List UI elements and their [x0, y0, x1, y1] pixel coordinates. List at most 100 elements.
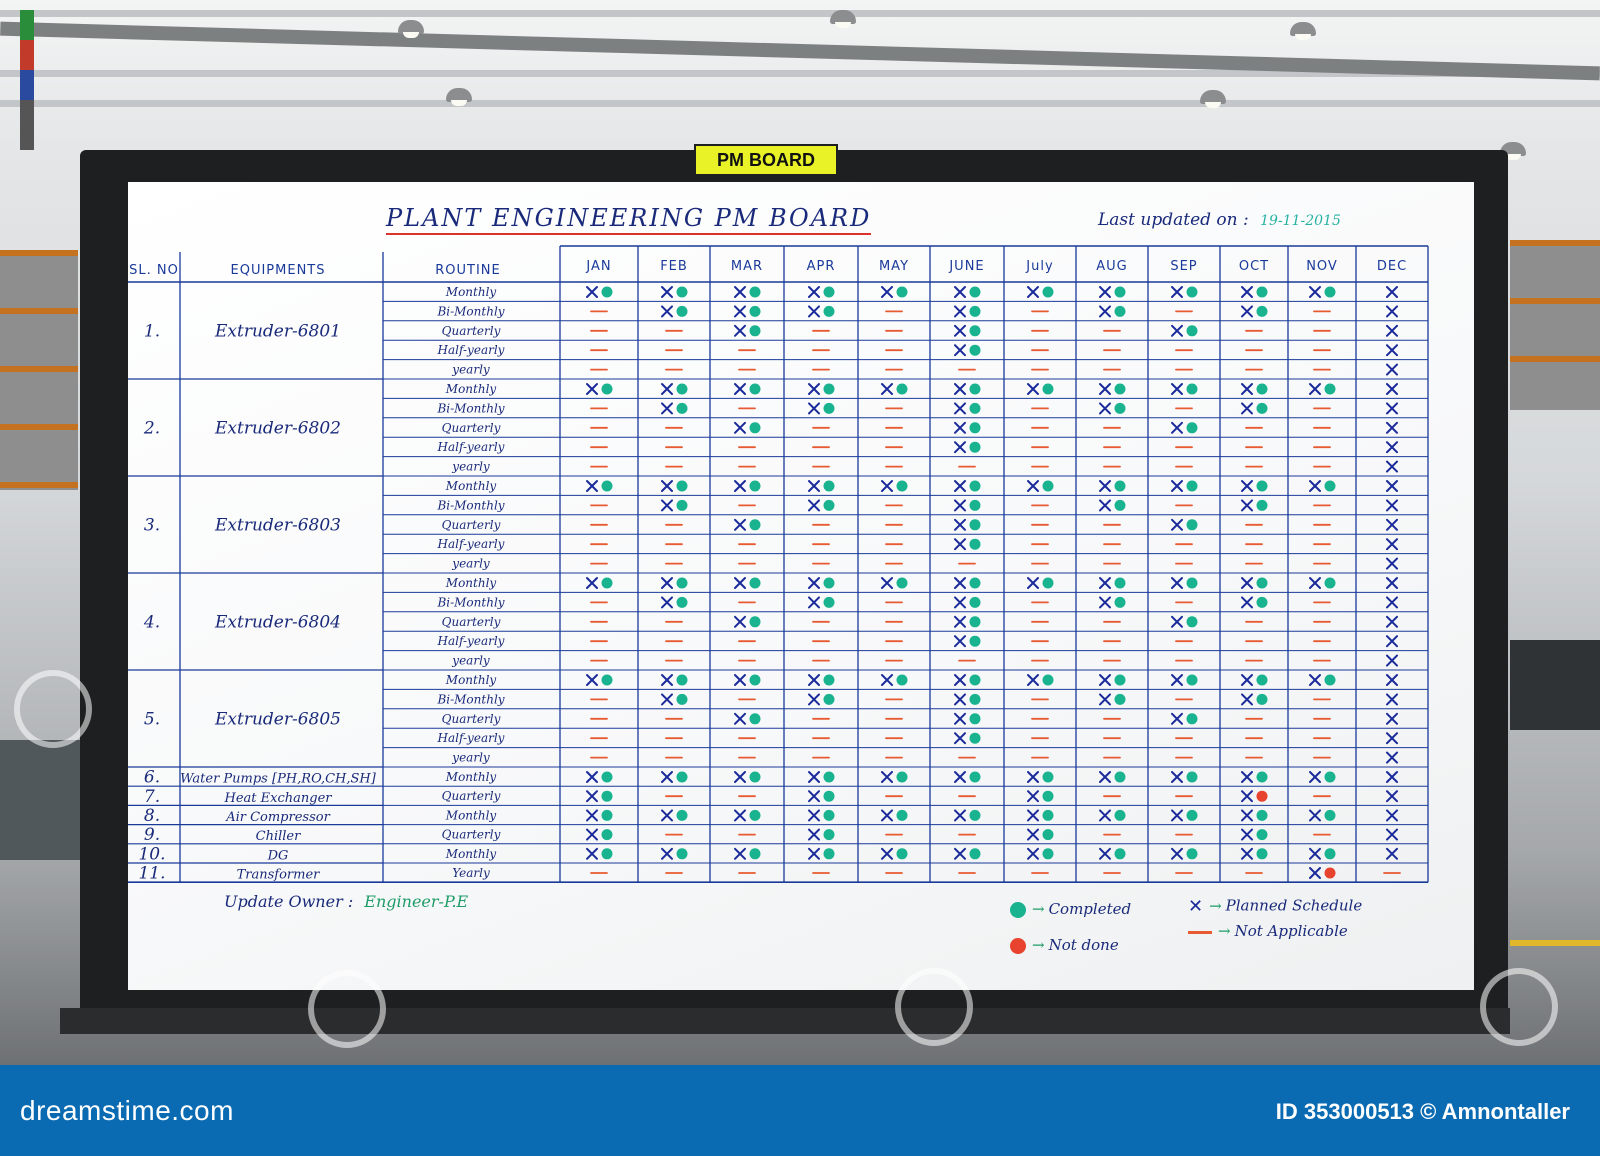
legend-not-applicable: → Not Applicable [1188, 922, 1348, 940]
planned-x-mark [586, 771, 598, 783]
routine-label: Bi-Monthly [436, 304, 504, 318]
planned-x-mark [1309, 480, 1321, 492]
planned-x-mark [808, 790, 820, 803]
planned-x-mark [1241, 847, 1253, 860]
planned-x-mark [1027, 790, 1039, 803]
equipment-name: Extruder-6804 [214, 613, 341, 633]
completed-dot [749, 519, 761, 531]
planned-x-mark [1171, 383, 1183, 395]
completed-dot-icon [1010, 902, 1026, 918]
whiteboard: PLANT ENGINEERING PM BOARD Last updated … [128, 182, 1474, 990]
routine-label: Bi-Monthly [436, 595, 504, 609]
completed-dot [1114, 809, 1126, 821]
ceiling-lamp-icon [446, 88, 472, 106]
completed-dot [896, 674, 908, 686]
equipment-name: Chiller [256, 829, 301, 844]
planned-x-mark [1099, 499, 1111, 512]
completed-dot [676, 577, 688, 589]
routine-label: Monthly [445, 673, 497, 687]
planned-x-mark [1099, 674, 1111, 686]
routine-label: Monthly [445, 382, 497, 396]
planned-x-mark [1386, 771, 1398, 783]
planned-x-mark [954, 344, 966, 357]
planned-x-mark [1099, 286, 1111, 298]
completed-dot [749, 848, 761, 860]
completed-dot [1114, 848, 1126, 860]
planned-x-mark [1171, 577, 1183, 589]
planned-x-mark [661, 596, 673, 609]
routine-label: yearly [451, 557, 490, 571]
planned-x-mark [954, 383, 966, 395]
completed-dot [1042, 674, 1054, 686]
month-header-feb: FEB [660, 259, 688, 274]
routine-label: yearly [451, 751, 490, 765]
completed-dot [1256, 596, 1268, 608]
planned-x-mark [808, 693, 820, 706]
legend-not-applicable-label: Not Applicable [1234, 922, 1348, 940]
completed-dot [1256, 402, 1268, 414]
planned-x-mark [1241, 577, 1253, 589]
planned-x-mark [954, 324, 966, 337]
planned-x-mark [1309, 809, 1321, 822]
storage-rack [1510, 240, 1600, 410]
planned-x-mark [1386, 596, 1398, 609]
roof-panel [0, 70, 1600, 77]
planned-x-mark [661, 674, 673, 686]
completed-dot [1042, 809, 1054, 821]
completed-dot [1186, 519, 1198, 531]
completed-dot [969, 344, 981, 356]
watermark-swirl-icon [14, 670, 92, 748]
completed-dot [969, 441, 981, 453]
planned-x-mark [1386, 577, 1398, 589]
completed-dot [749, 771, 761, 783]
planned-x-mark [954, 538, 966, 551]
planned-x-mark [586, 480, 598, 492]
completed-dot [749, 325, 761, 337]
planned-x-mark [734, 847, 746, 860]
planned-x-mark [1099, 693, 1111, 706]
completed-dot [1114, 383, 1126, 395]
completed-dot [969, 305, 981, 317]
planned-x-mark [1171, 421, 1183, 434]
planned-x-mark [1027, 480, 1039, 492]
completed-dot [969, 596, 981, 608]
planned-x-icon: ✕ [1188, 896, 1204, 917]
completed-dot [969, 383, 981, 395]
completed-dot [1186, 286, 1198, 298]
ceiling-lamp-icon [1290, 22, 1316, 40]
month-header-apr: APR [807, 259, 836, 274]
completed-dot [823, 499, 835, 511]
completed-dot [1256, 771, 1268, 783]
planned-x-mark [954, 847, 966, 860]
month-header-jan: JAN [585, 259, 611, 274]
legend-not-done-label: Not done [1048, 936, 1119, 954]
planned-x-mark [1099, 596, 1111, 609]
legend-planned: ✕ → Planned Schedule [1188, 896, 1362, 917]
planned-x-mark [1386, 635, 1398, 648]
routine-label: Monthly [445, 770, 497, 784]
planned-x-mark [661, 577, 673, 589]
planned-x-mark [1241, 771, 1253, 783]
planned-x-mark [661, 383, 673, 395]
planned-x-mark [1027, 286, 1039, 298]
planned-x-mark [954, 674, 966, 686]
completed-dot [749, 616, 761, 628]
completed-dot [601, 286, 613, 298]
routine-label: Quarterly [442, 789, 501, 803]
planned-x-mark [808, 383, 820, 395]
completed-dot [601, 577, 613, 589]
planned-x-mark [1386, 828, 1398, 841]
planned-x-mark [1241, 693, 1253, 706]
month-header-nov: NOV [1306, 259, 1338, 274]
sl-no: 11. [138, 864, 165, 884]
planned-x-mark [1386, 441, 1398, 454]
completed-dot [1114, 305, 1126, 317]
completed-dot [896, 577, 908, 589]
planned-x-mark [734, 383, 746, 395]
planned-x-mark [1241, 809, 1253, 822]
planned-x-mark [954, 499, 966, 512]
planned-x-mark [954, 441, 966, 454]
planned-x-mark [954, 596, 966, 609]
completed-dot [749, 713, 761, 725]
completed-dot [1324, 809, 1336, 821]
